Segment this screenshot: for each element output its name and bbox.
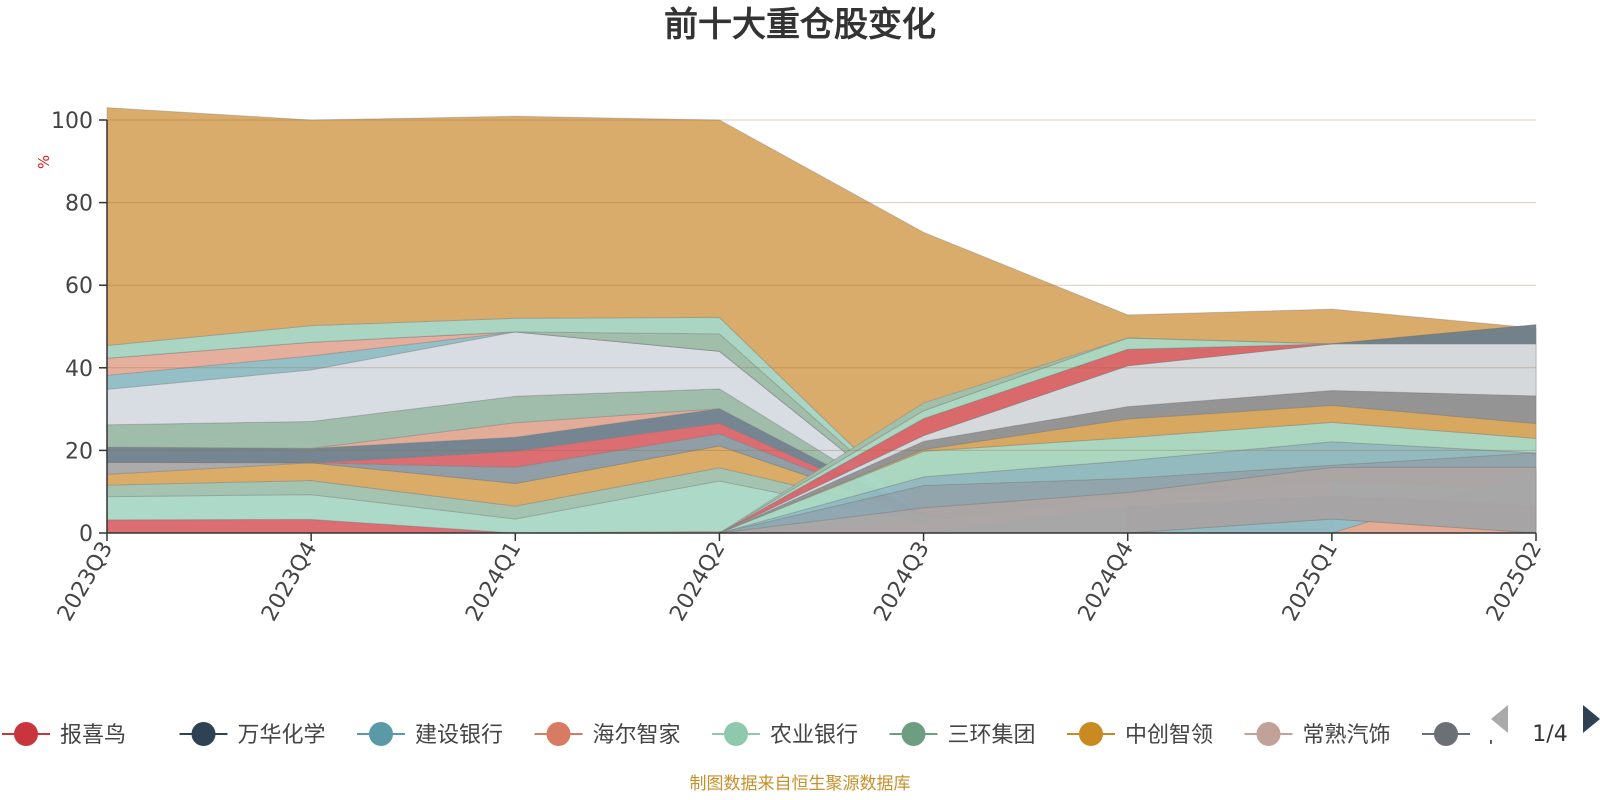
legend-label: 中创智领 [1125, 723, 1213, 748]
x-tick-label-4: 2024Q3 [869, 538, 934, 626]
legend-next-arrow-icon[interactable] [1583, 705, 1600, 733]
y-tick-label-1: 20 [65, 439, 93, 464]
y-tick-label-4: 80 [65, 192, 93, 217]
area-layers [106, 107, 1537, 534]
legend-label: 农业银行 [770, 723, 858, 748]
legend-item-4[interactable]: 农业银行 [712, 722, 858, 748]
legend-label: 建设银行 [415, 723, 503, 748]
y-axis-unit: % [35, 155, 53, 169]
area-series-5 [106, 433, 1536, 534]
legend-item-5[interactable]: 三环集团 [889, 722, 1036, 748]
legend-label: 常熟汽饰 [1303, 723, 1391, 748]
x-tick-label-7: 2025Q2 [1482, 538, 1547, 626]
area-series-13 [106, 331, 1536, 534]
y-tick-label-0: 0 [79, 522, 93, 547]
y-tick-label-5: 100 [51, 109, 93, 134]
legend-marker-icon [901, 722, 926, 746]
x-tick-label-3: 2024Q2 [665, 538, 730, 626]
legend-label: 海尔智家 [593, 723, 681, 748]
chart-title: 前十大重仓股变化 [664, 5, 936, 45]
x-tick-label-0: 2023Q3 [53, 538, 118, 626]
legend-marker-icon [724, 722, 748, 746]
legend-item-0[interactable]: 报喜鸟 [2, 722, 126, 748]
legend-label: 万华化学 [238, 723, 326, 748]
legend-page-indicator: 1/4 [1532, 722, 1567, 747]
legend-marker-icon [1079, 722, 1103, 746]
legend-item-2[interactable]: 建设银行 [357, 722, 503, 748]
x-tick-label-2: 2024Q1 [461, 538, 526, 626]
legend-marker-icon [369, 722, 393, 746]
y-tick-label-3: 60 [65, 274, 93, 299]
legend-marker-icon [1434, 722, 1458, 746]
area-series-6 [106, 422, 1536, 534]
x-tick-label-1: 2023Q4 [257, 538, 322, 626]
legend-marker-icon [546, 722, 571, 746]
grid-lines [107, 119, 1536, 451]
legend-item-1[interactable]: 万华化学 [179, 722, 326, 748]
legend-marker-icon [191, 722, 216, 746]
x-tick-label-5: 2024Q4 [1074, 538, 1139, 626]
data-source-note: 制图数据来自恒生聚源数据库 [690, 774, 911, 794]
area-series-8 [106, 408, 1536, 534]
legend-label: 报喜鸟 [60, 723, 126, 748]
legend-marker-icon [1256, 722, 1281, 746]
legend-marker-icon [14, 722, 38, 746]
y-tick-label-2: 40 [65, 357, 93, 382]
legend-prev-arrow-icon[interactable] [1491, 705, 1508, 733]
legend-pager: 1/4 [1491, 705, 1600, 747]
legend-item-3[interactable]: 海尔智家 [534, 722, 681, 748]
legend-item-7[interactable]: 常熟汽饰 [1244, 722, 1391, 748]
area-layer-14 [719, 324, 1537, 534]
x-tick-label-6: 2025Q1 [1278, 538, 1343, 626]
legend-label: 三环集团 [948, 723, 1036, 748]
legend[interactable]: 报喜鸟万华化学建设银行海尔智家农业银行三环集团中创智领常熟汽饰中 [2, 700, 1600, 748]
legend-item-6[interactable]: 中创智领 [1067, 722, 1213, 748]
